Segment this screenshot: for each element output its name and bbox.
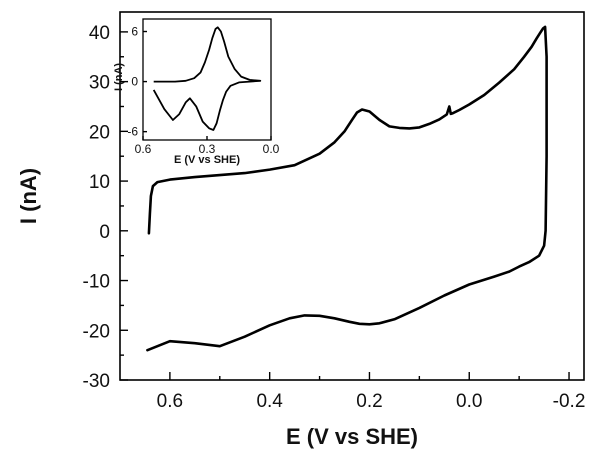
main-cv-curve bbox=[146, 25, 548, 352]
inset-x-ticks: 0.6 0.3 0.0 bbox=[135, 136, 280, 156]
main-y-tick-label: -20 bbox=[83, 321, 110, 342]
inset-x-tick-label: 0.0 bbox=[263, 142, 280, 156]
main-plot: 0.6 0.4 0.2 0.0 -0.2 -30 -20 -10 0 10 20 30 40 E (V… bbox=[16, 11, 586, 449]
inset-y-ticks: -6 0 6 bbox=[127, 25, 147, 139]
inset-x-axis-title: E (V vs SHE) bbox=[174, 154, 240, 166]
inset-y-axis-title: I (nA) bbox=[113, 63, 125, 91]
main-y-axis-title: I (nA) bbox=[16, 168, 41, 224]
inset-x-tick-label: 0.3 bbox=[199, 142, 216, 156]
main-x-tick-label: 0.4 bbox=[256, 391, 283, 412]
main-y-tick-label: 30 bbox=[89, 73, 110, 94]
main-y-tick-label: 20 bbox=[89, 122, 110, 143]
main-x-axis-title: E (V vs SHE) bbox=[286, 424, 418, 449]
main-x-tick-label: 0.0 bbox=[456, 391, 482, 412]
inset-x-tick-label: 0.6 bbox=[135, 142, 152, 156]
inset-y-tick-label: 6 bbox=[131, 25, 138, 39]
main-x-tick-label: 0.6 bbox=[157, 391, 183, 412]
inset-cv-curve bbox=[152, 26, 262, 131]
main-x-tick-label: -0.2 bbox=[553, 391, 586, 412]
main-y-tick-label: 0 bbox=[99, 222, 110, 243]
inset-y-tick-label: -6 bbox=[127, 125, 138, 139]
main-plot-frame bbox=[119, 11, 585, 381]
inset-y-tick-label: 0 bbox=[131, 75, 138, 89]
main-y-tick-label: -30 bbox=[83, 371, 110, 392]
main-x-ticks: 0.6 0.4 0.2 0.0 -0.2 bbox=[157, 372, 586, 412]
main-y-tick-label: 40 bbox=[89, 23, 110, 44]
inset-plot: 0.6 0.3 0.0 -6 0 6 E (V vs SHE) I (nA) bbox=[113, 18, 280, 166]
main-y-tick-label: -10 bbox=[83, 272, 110, 293]
main-y-ticks: -30 -20 -10 0 10 20 30 40 bbox=[83, 23, 128, 392]
main-x-tick-label: 0.2 bbox=[356, 391, 382, 412]
main-y-tick-label: 10 bbox=[89, 172, 110, 193]
